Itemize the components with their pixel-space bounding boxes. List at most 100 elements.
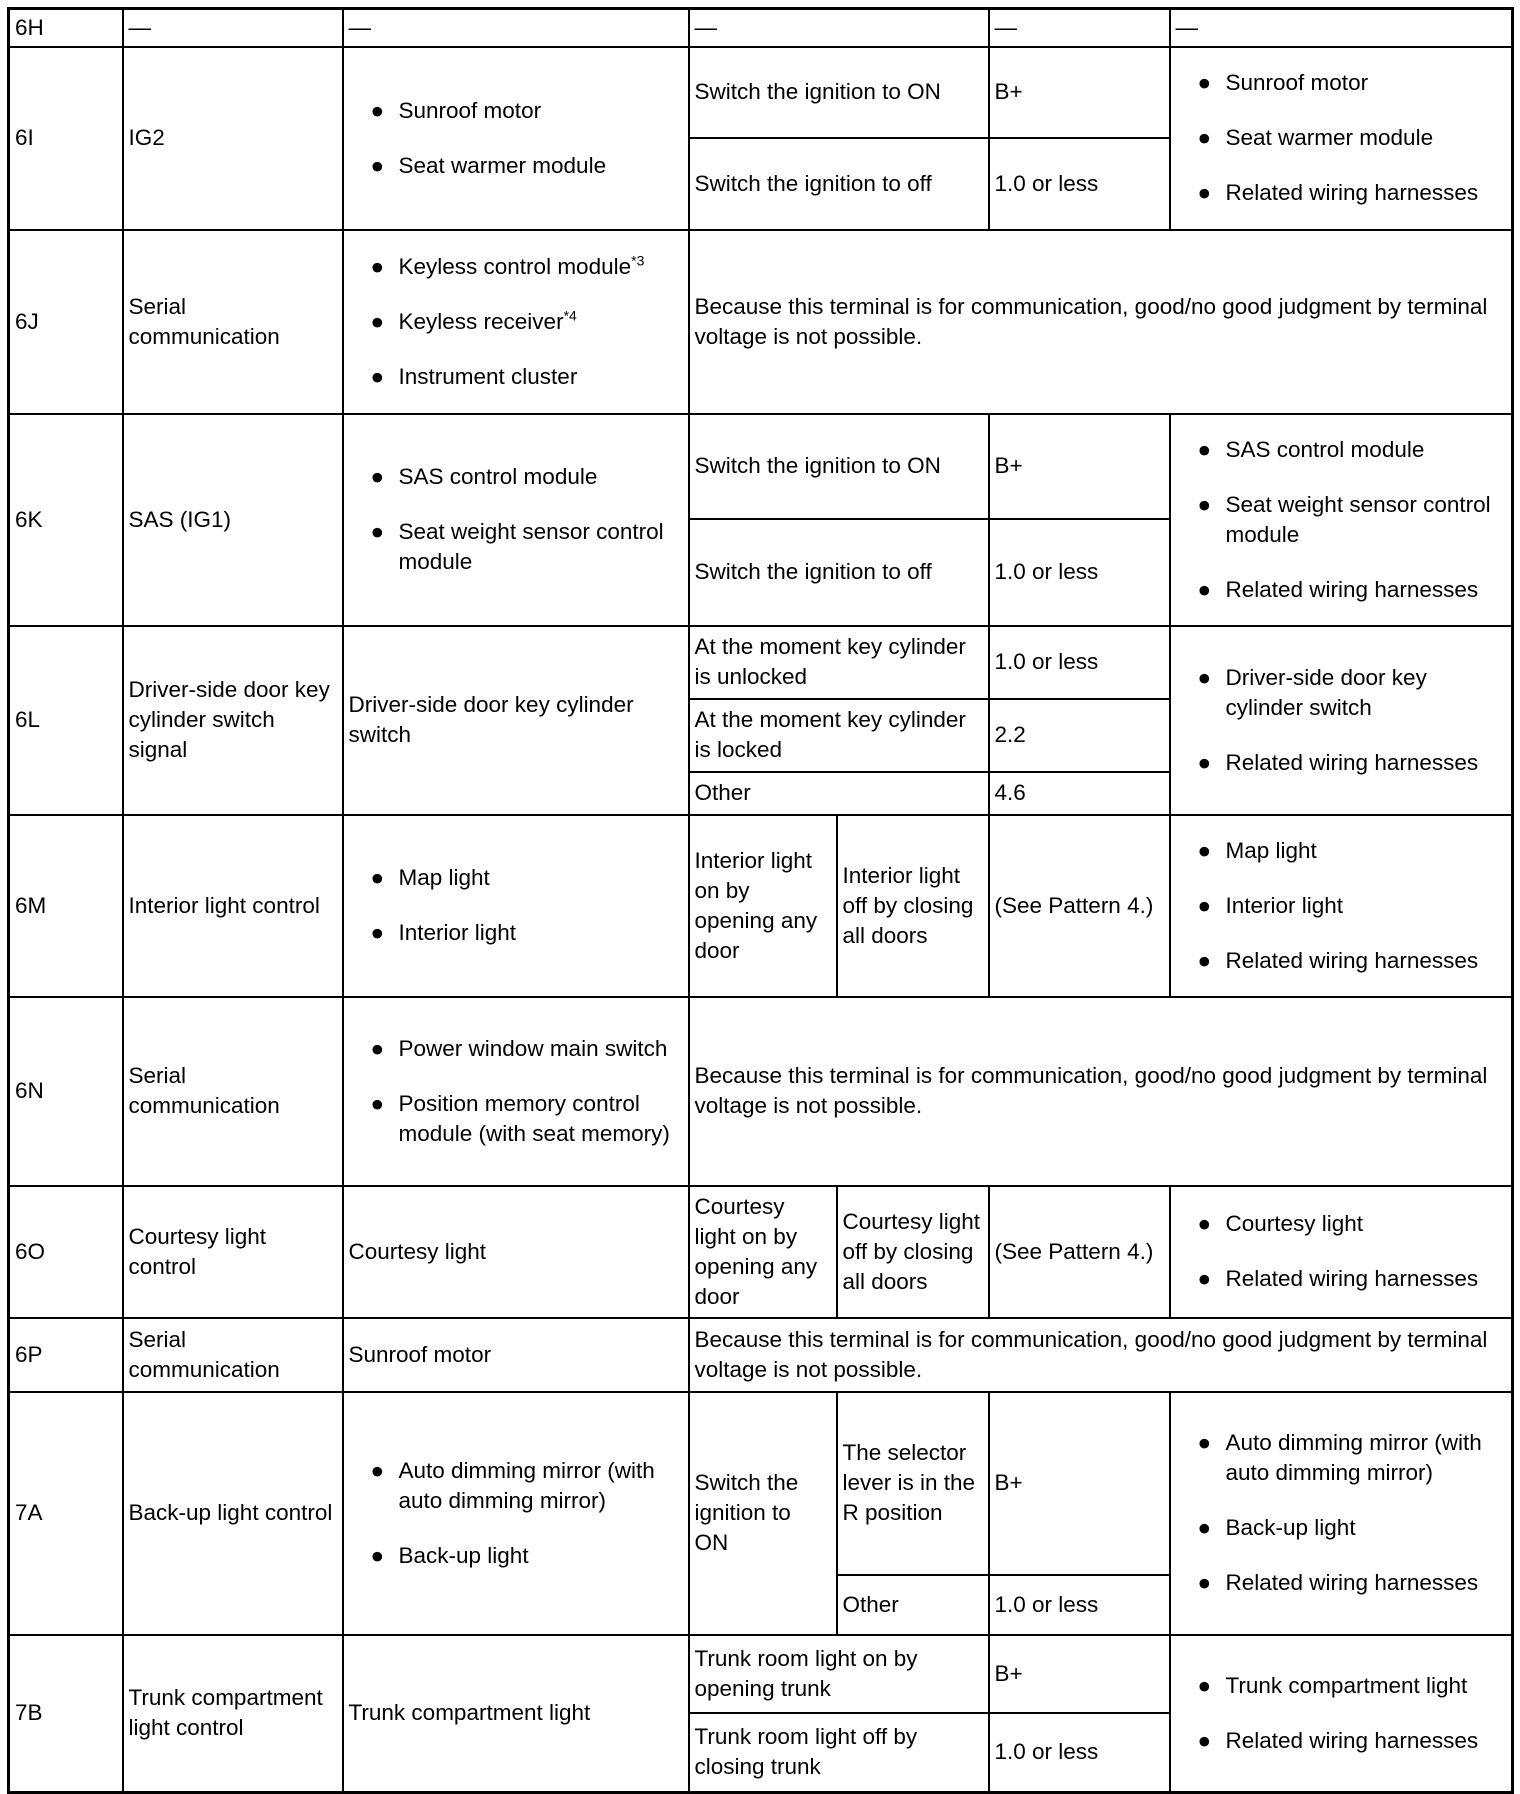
list-item: ● Related wiring harnesses	[1198, 178, 1507, 208]
bullet-icon: ●	[1197, 1266, 1212, 1291]
list-item: ● Seat warmer module	[1198, 123, 1507, 153]
voltage-cell: (See Pattern 4.)	[987, 813, 1171, 998]
signal-cell: Trunk compartment light control	[121, 1633, 344, 1794]
voltage-cell: B+	[987, 412, 1171, 520]
list-item-text: Seat weight sensor control module	[1225, 491, 1491, 547]
footnote-mark: *3	[631, 252, 645, 268]
list-item-text: SAS control module	[1225, 436, 1425, 462]
table-row-6l: Other 4.6	[9, 770, 1513, 816]
inspection-cell: ● SAS control module ● Seat weight sensor c…	[1168, 412, 1514, 627]
bullet-icon: ●	[370, 152, 385, 178]
inspection-cell: ● Sunroof motor ● Seat warmer module ● Relate…	[1168, 45, 1514, 231]
connected-to-cell: ● SAS control module ● Seat weight sensor c…	[341, 412, 690, 627]
connected-to-cell: Trunk compartment light	[341, 1633, 690, 1794]
list-item-text: Related wiring harnesses	[1225, 576, 1479, 602]
inspection-cell: ● Auto dimming mirror (with auto dimming …	[1168, 1390, 1514, 1636]
list-item: ● Interior light	[371, 918, 683, 948]
bullet-icon: ●	[1197, 125, 1212, 150]
condition-cell: Interior light off by closing all doors	[835, 813, 990, 998]
voltage-cell: —	[987, 7, 1171, 48]
signal-cell: SAS (IG1)	[121, 412, 344, 627]
connected-to-cell: Sunroof motor	[341, 1316, 690, 1393]
inspection-cell: —	[1168, 7, 1514, 48]
bullet-icon: ●	[1197, 491, 1212, 517]
list-item-text: Sunroof motor	[398, 97, 542, 123]
inspection-cell-list: ● Map light ● Interior light ● Related wiring…	[1176, 836, 1507, 976]
inspection-cell-list: ● Auto dimming mirror (with auto dimming …	[1176, 1428, 1507, 1598]
voltage-cell: B+	[987, 1633, 1171, 1714]
connected-to-cell: ● Keyless control module*3 ● Keyless receiv…	[341, 228, 690, 415]
bullet-icon: ●	[1197, 576, 1212, 602]
voltage-cell: 1.0 or less	[987, 517, 1171, 627]
condition-cell: Trunk room light off by closing trunk	[687, 1711, 990, 1794]
inspection-cell-list: ● Courtesy light ● Related wiring harnesses	[1176, 1209, 1507, 1294]
connected-to-cell: ● Power window main switch ● Position memor…	[341, 995, 690, 1187]
list-item: ● Map light	[371, 863, 683, 893]
list-item-text: Map light	[398, 865, 490, 890]
table-row-6i: 6I IG2 ● Sunroof motor ● Seat warmer module Sw…	[7, 45, 1514, 231]
bullet-icon: ●	[1197, 1727, 1212, 1753]
list-item: ● Related wiring harnesses	[1198, 946, 1507, 976]
bullet-icon: ●	[370, 97, 385, 123]
signal-cell: —	[121, 7, 344, 48]
bullet-icon: ●	[1197, 664, 1212, 690]
list-item: ● Sunroof motor	[1198, 68, 1507, 98]
voltage-cell: 1.0 or less	[987, 136, 1171, 231]
bullet-icon: ●	[1197, 70, 1212, 95]
note-cell: Because this terminal is for communicati…	[687, 228, 1514, 415]
list-item: ● SAS control module	[371, 462, 683, 492]
terminal-cell: 6J	[7, 228, 124, 415]
footnote-mark: *4	[563, 307, 577, 323]
list-item: ● Keyless receiver*4	[371, 307, 683, 337]
list-item: ● Trunk compartment light	[1198, 1671, 1507, 1701]
list-item: ● Interior light	[1198, 891, 1507, 921]
connected-to-cell: ● Sunroof motor ● Seat warmer module	[341, 45, 690, 231]
bullet-icon: ●	[370, 308, 385, 334]
connected-to-cell: —	[341, 7, 690, 48]
terminal-cell: 6N	[7, 995, 124, 1187]
list-item-text: Power window main switch	[398, 1035, 668, 1061]
list-item: ● Related wiring harnesses	[1198, 575, 1507, 605]
list-item-text: Related wiring harnesses	[1225, 1570, 1479, 1595]
bullet-icon: ●	[370, 519, 385, 544]
list-item-text: Keyless receiver	[398, 308, 564, 334]
inspection-cell-list: ● Sunroof motor ● Seat warmer module ● Relate…	[1176, 68, 1507, 208]
list-item-text: Driver-side door key cylinder switch	[1225, 664, 1427, 720]
list-item-text: Map light	[1225, 837, 1317, 863]
voltage-cell: 2.2	[987, 697, 1171, 773]
voltage-cell: 1.0 or less	[987, 624, 1171, 700]
bullet-icon: ●	[1197, 1672, 1212, 1698]
condition-cell: Courtesy light off by closing all doors	[835, 1184, 990, 1319]
bullet-icon: ●	[1197, 1211, 1212, 1236]
list-item: ● Driver-side door key cylinder switch	[1198, 663, 1507, 723]
list-item-text: Seat weight sensor control module	[398, 519, 664, 574]
table-row-6n: 6N Serial communication ● Power window main…	[7, 995, 1514, 1187]
list-item-text: Courtesy light	[1225, 1211, 1364, 1236]
condition-cell: Switch the ignition to ON	[687, 45, 990, 139]
list-item-text: Seat warmer module	[398, 152, 607, 178]
list-item: ● Position memory control module (with se…	[371, 1089, 683, 1149]
bullet-icon: ●	[1197, 1430, 1212, 1455]
inspection-cell-list: ● Trunk compartment light ● Related wiring …	[1176, 1671, 1507, 1756]
list-item-text: Seat warmer module	[1225, 125, 1434, 150]
connected-to-cell-list: ● Map light ● Interior light	[349, 863, 683, 948]
list-item: ● Power window main switch	[371, 1034, 683, 1064]
signal-cell: Interior light control	[121, 813, 344, 998]
list-item: ● Related wiring harnesses	[1198, 1726, 1507, 1756]
table-row-6h: 6H — — — — —	[7, 7, 1514, 48]
signal-cell: Back-up light control	[121, 1390, 344, 1636]
inspection-cell-list: ● Driver-side door key cylinder switch ● Re…	[1176, 663, 1507, 778]
terminal-cell: 6K	[7, 412, 124, 627]
bullet-icon: ●	[370, 1035, 385, 1061]
list-item-text: Trunk compartment light	[1225, 1672, 1468, 1698]
table-row-7a: Other 1.0 or less	[9, 1573, 1513, 1636]
list-item-text: Related wiring harnesses	[1225, 749, 1479, 775]
terminal-cell: 6P	[7, 1316, 124, 1393]
condition-cell: Switch the ignition to ON	[687, 1390, 838, 1636]
condition-cell: Switch the ignition to ON	[687, 412, 990, 520]
condition-cell: Trunk room light on by opening trunk	[687, 1633, 990, 1714]
list-item: ● Related wiring harnesses	[1198, 1264, 1507, 1294]
condition-cell: Interior light on by opening any door	[687, 813, 838, 998]
table-row-6p: 6P Serial communication Sunroof motor Becau…	[7, 1316, 1514, 1393]
connected-to-cell-list: ● Sunroof motor ● Seat warmer module	[349, 96, 683, 181]
